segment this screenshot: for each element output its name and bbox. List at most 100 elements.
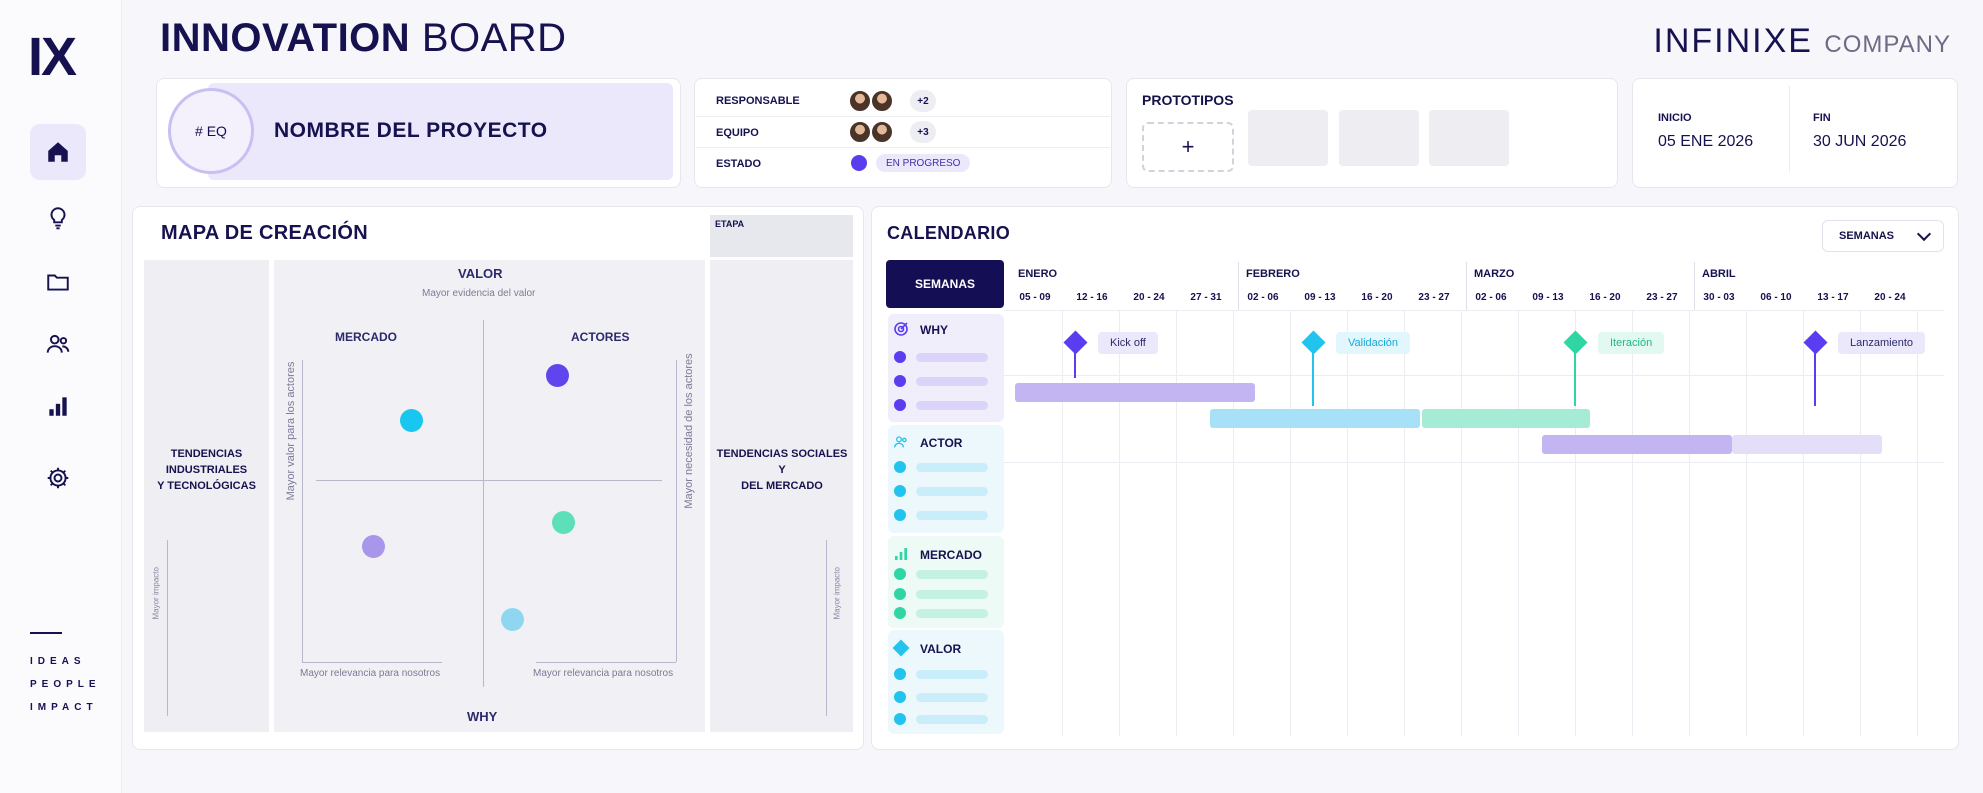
right-trends-line: DEL MERCADO (741, 479, 823, 492)
week-label[interactable]: 30 - 03 (1703, 292, 1735, 303)
end-date-value[interactable]: 30 JUN 2026 (1813, 133, 1907, 150)
ideas-nav-button[interactable] (30, 190, 86, 246)
tagline-people: PEOPLE (30, 679, 101, 690)
right-axis-label: Mayor necesidad de los actores (683, 353, 695, 509)
list-item[interactable] (916, 570, 988, 579)
home-icon (48, 142, 68, 162)
week-label[interactable]: 20 - 24 (1133, 292, 1165, 303)
status-badge[interactable]: EN PROGRESO (876, 154, 971, 172)
list-item[interactable] (916, 463, 988, 472)
week-label[interactable]: 20 - 24 (1874, 292, 1906, 303)
why-axis-label: WHY (467, 709, 498, 724)
month-divider (1694, 262, 1695, 310)
map-point[interactable] (552, 511, 575, 534)
add-prototype-button[interactable]: + (1142, 122, 1234, 172)
list-item[interactable] (916, 487, 988, 496)
folder-nav-button[interactable] (30, 254, 86, 310)
users-icon (46, 334, 70, 353)
home-nav-button[interactable] (30, 124, 86, 180)
start-date-value[interactable]: 05 ENE 2026 (1658, 133, 1754, 150)
week-label[interactable]: 23 - 27 (1418, 292, 1450, 303)
week-label[interactable]: 02 - 06 (1475, 292, 1507, 303)
week-label[interactable]: 23 - 27 (1646, 292, 1678, 303)
stage-header (710, 215, 853, 257)
list-item[interactable] (916, 401, 988, 410)
month-divider (1238, 262, 1239, 310)
list-item[interactable] (916, 511, 988, 520)
map-point[interactable] (501, 608, 524, 631)
week-label[interactable]: 05 - 09 (1019, 292, 1051, 303)
grid-line (1803, 310, 1804, 736)
analytics-nav-button[interactable] (30, 378, 86, 434)
avatar[interactable] (870, 89, 894, 113)
brand-main: INFINIXE (1653, 22, 1813, 60)
project-name-box[interactable] (208, 83, 673, 180)
week-label[interactable]: 02 - 06 (1247, 292, 1279, 303)
week-label[interactable]: 12 - 16 (1076, 292, 1108, 303)
grid-line (1233, 310, 1234, 736)
grid-line (1860, 310, 1861, 736)
stage-label: ETAPA (715, 219, 745, 229)
gantt-bar[interactable] (1015, 383, 1255, 402)
left-trends-label: TENDENCIAS INDUSTRIALES Y TECNOLÓGICAS (150, 447, 263, 495)
equipo-more-badge[interactable]: +3 (910, 121, 936, 143)
list-item[interactable] (916, 590, 988, 599)
grid-line (1689, 310, 1690, 736)
grid-line (1004, 462, 1944, 463)
list-item[interactable] (916, 715, 988, 724)
end-date-label: FIN (1813, 112, 1831, 124)
quadrant-vertical-divider (483, 320, 484, 687)
milestone-kickoff[interactable]: Kick off (1098, 332, 1158, 354)
dates-card (1632, 78, 1958, 188)
category-actor-title: ACTOR (920, 436, 963, 450)
folder-icon (47, 274, 69, 291)
milestone-validacion[interactable]: Validación (1336, 332, 1410, 354)
market-quadrant-label: MERCADO (335, 330, 397, 344)
gantt-bar[interactable] (1732, 435, 1882, 454)
map-point[interactable] (400, 409, 423, 432)
timescale-select[interactable]: SEMANAS (1822, 220, 1944, 252)
bar-chart-icon (49, 397, 67, 416)
week-label[interactable]: 06 - 10 (1760, 292, 1792, 303)
week-label[interactable]: 09 - 13 (1532, 292, 1564, 303)
list-item-dot (894, 668, 906, 680)
gantt-bar[interactable] (1542, 435, 1732, 454)
gantt-bar[interactable] (1210, 409, 1420, 428)
settings-nav-button[interactable] (30, 450, 86, 506)
list-item[interactable] (916, 609, 988, 618)
list-item[interactable] (916, 670, 988, 679)
people-nav-button[interactable] (30, 316, 86, 372)
prototype-slot[interactable] (1248, 110, 1328, 166)
map-right-column (710, 260, 853, 732)
milestone-iteracion[interactable]: Iteración (1598, 332, 1665, 354)
responsable-more-badge[interactable]: +2 (910, 90, 936, 112)
week-label[interactable]: 09 - 13 (1304, 292, 1336, 303)
list-item[interactable] (916, 353, 988, 362)
avatar[interactable] (848, 120, 872, 144)
grid-line (1917, 310, 1918, 736)
grid-line (1632, 310, 1633, 736)
week-label[interactable]: 16 - 20 (1589, 292, 1621, 303)
team-badge[interactable]: # EQ (168, 88, 254, 174)
prototype-slot[interactable] (1339, 110, 1419, 166)
gantt-bar[interactable] (1422, 409, 1590, 428)
week-label[interactable]: 13 - 17 (1817, 292, 1849, 303)
category-mercado-title: MERCADO (920, 548, 982, 562)
list-item[interactable] (916, 377, 988, 386)
map-point[interactable] (546, 364, 569, 387)
month-label: FEBRERO (1246, 268, 1300, 280)
week-label[interactable]: 27 - 31 (1190, 292, 1222, 303)
right-trends-line: TENDENCIAS SOCIALES Y (716, 448, 848, 476)
list-item-dot (894, 375, 906, 387)
list-item[interactable] (916, 693, 988, 702)
avatar[interactable] (870, 120, 894, 144)
map-point[interactable] (362, 535, 385, 558)
target-icon (894, 322, 908, 336)
calendar-title: CALENDARIO (887, 223, 1010, 243)
avatar[interactable] (848, 89, 872, 113)
month-divider (1466, 262, 1467, 310)
week-label[interactable]: 16 - 20 (1361, 292, 1393, 303)
milestone-lanzamiento[interactable]: Lanzamiento (1838, 332, 1925, 354)
prototype-slot[interactable] (1429, 110, 1509, 166)
divider (696, 147, 1110, 148)
